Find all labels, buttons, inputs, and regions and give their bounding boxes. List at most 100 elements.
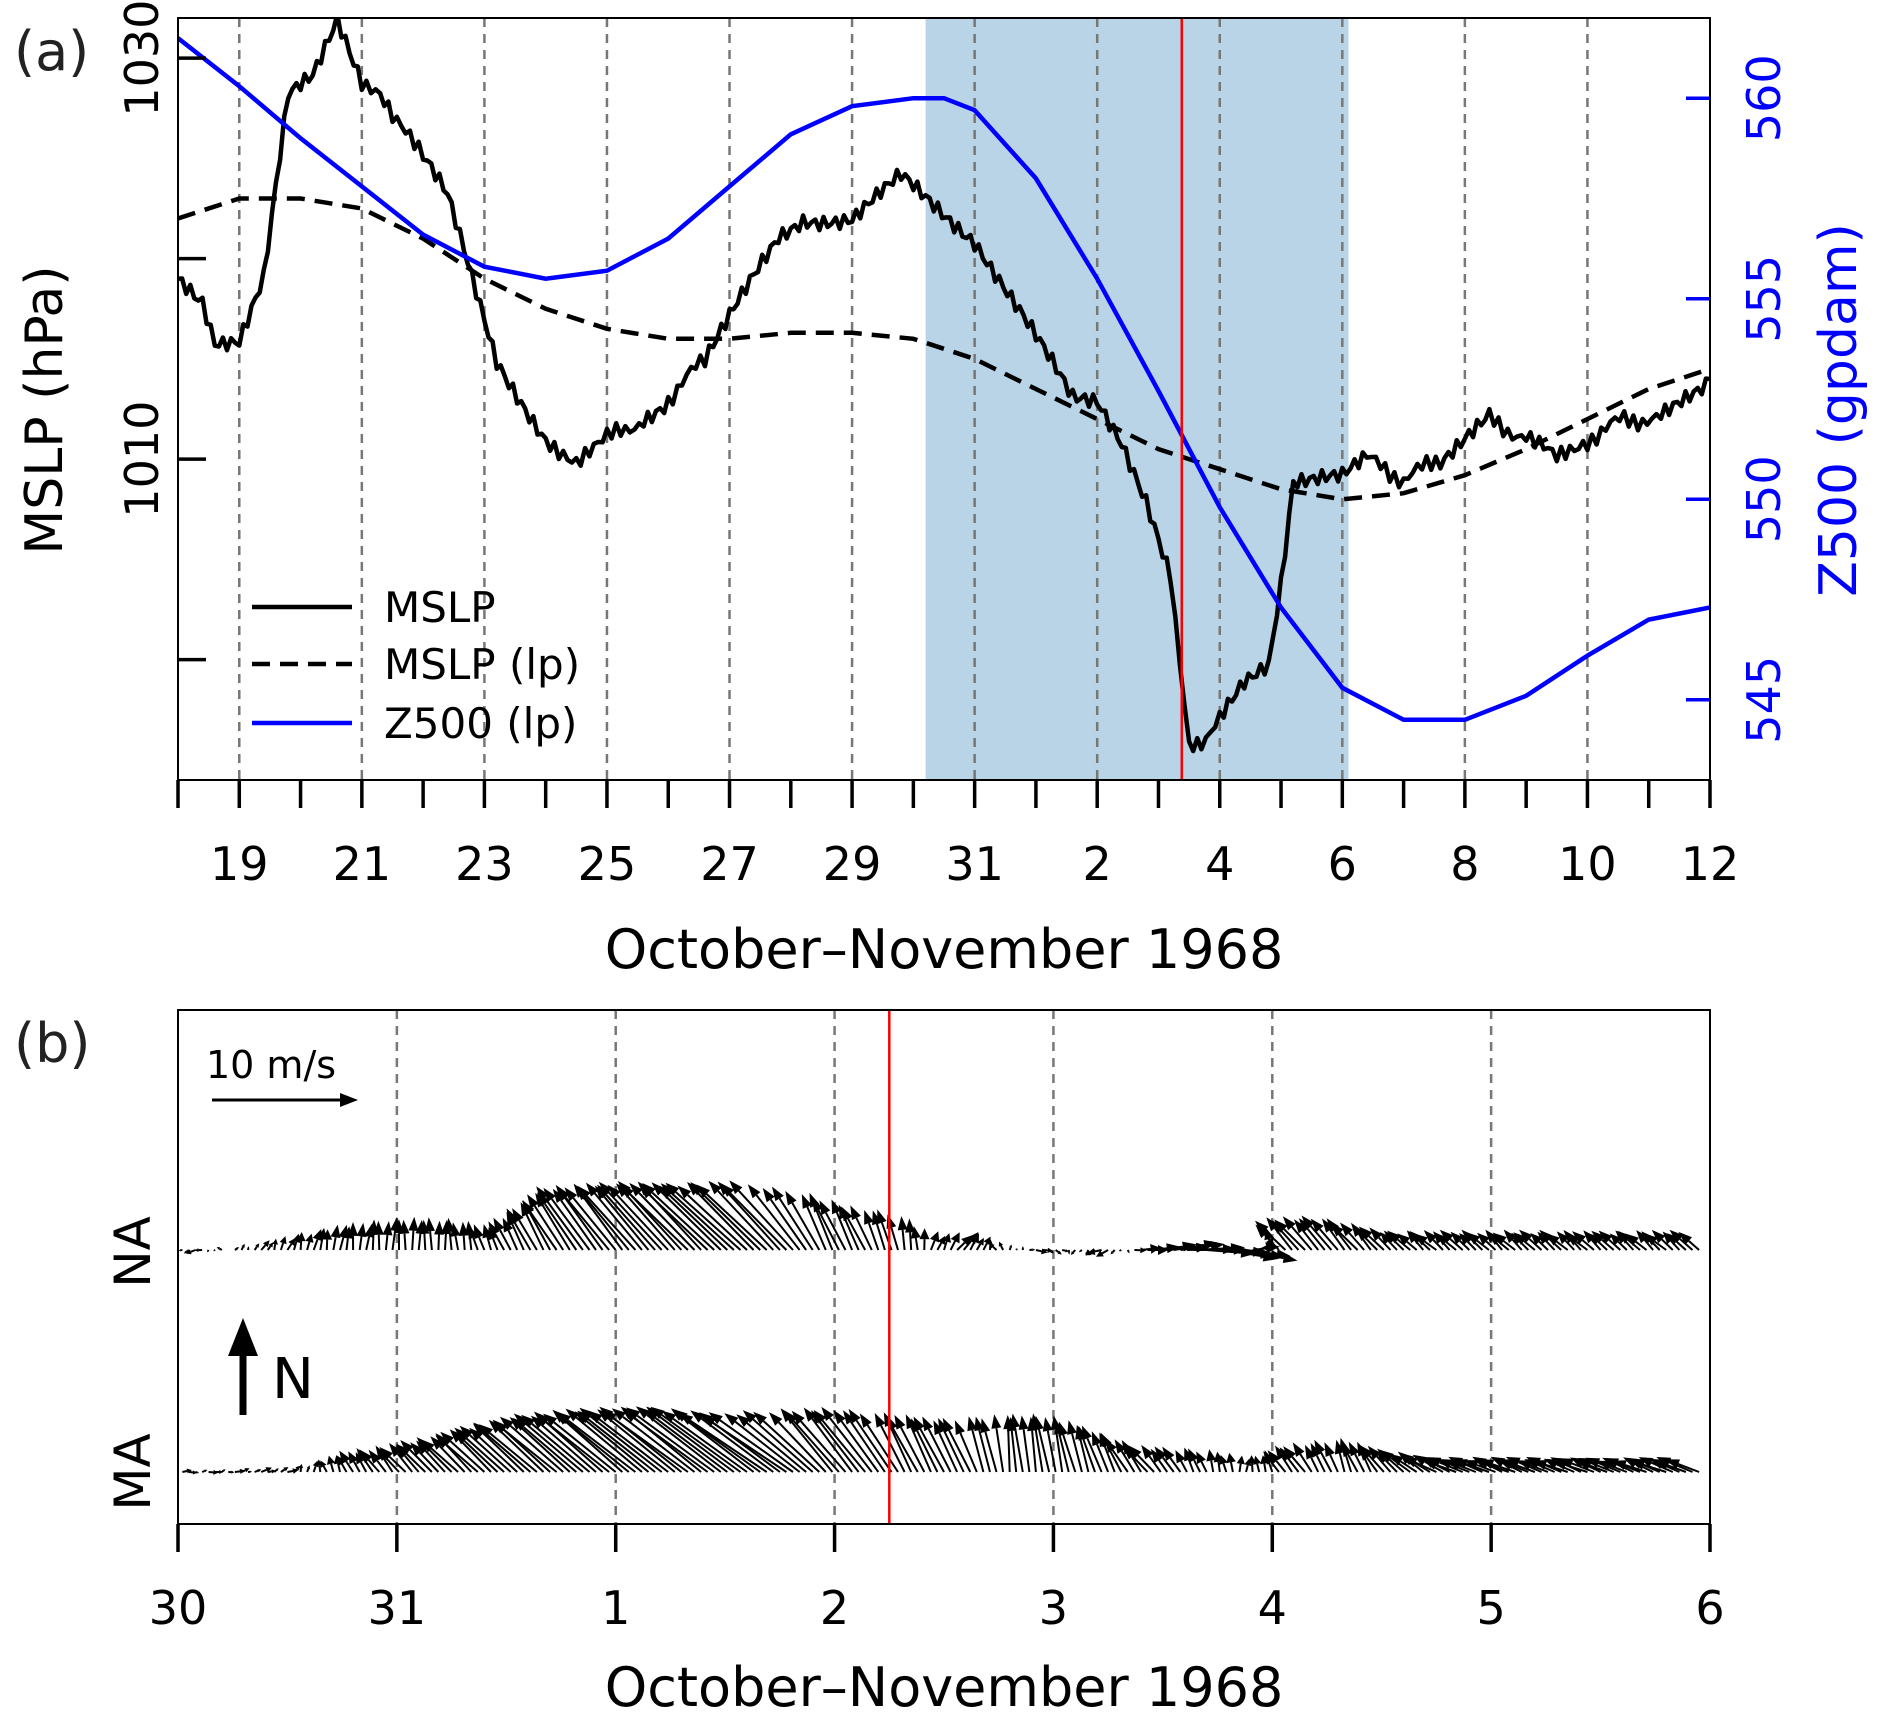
wind-vector-head xyxy=(639,1185,653,1199)
wind-vector xyxy=(1022,1429,1031,1473)
wind-vector-head xyxy=(1459,1233,1471,1245)
wind-vector xyxy=(696,1191,755,1251)
wind-vector xyxy=(607,1191,663,1251)
wind-vector xyxy=(1354,1453,1366,1473)
wind-vector xyxy=(339,1237,345,1251)
wind-vector-head xyxy=(535,1413,550,1426)
wind-vector xyxy=(519,1425,571,1473)
wind-vector xyxy=(507,1229,519,1251)
wind-vector-head xyxy=(1359,1445,1373,1459)
wind-vector-head xyxy=(611,1408,626,1421)
wind-vector-head xyxy=(1283,1446,1296,1460)
wind-vector-head xyxy=(1461,1229,1475,1243)
wind-vector xyxy=(1364,1236,1379,1251)
wind-vector-head xyxy=(850,1205,861,1221)
wind-vector-head xyxy=(356,1222,367,1238)
wind-vector xyxy=(654,1417,728,1473)
wind-vector-head xyxy=(967,1416,978,1432)
wind-vector-head xyxy=(389,1443,402,1457)
wind-vector xyxy=(978,1429,991,1473)
wind-vector-head xyxy=(247,1246,250,1249)
north-label: N xyxy=(272,1347,314,1412)
wind-vector-head xyxy=(399,1219,410,1234)
wind-vector-head xyxy=(1426,1457,1442,1467)
wind-vector-head xyxy=(950,1232,960,1244)
wind-vector-head xyxy=(1324,1442,1335,1457)
wind-vector-head xyxy=(521,1414,536,1428)
wind-vector xyxy=(1079,1438,1090,1473)
wind-vector-head xyxy=(720,1183,735,1197)
wind-vector-head xyxy=(942,1233,951,1243)
wind-vector-head xyxy=(1162,1446,1175,1461)
wind-vector-head xyxy=(803,1407,817,1422)
wind-vector xyxy=(616,1194,669,1251)
wind-vector xyxy=(1162,1456,1175,1473)
wind-vector-head xyxy=(1010,1413,1020,1429)
wind-vector xyxy=(1086,1438,1103,1473)
wind-vector xyxy=(840,1420,880,1473)
wind-vector-head xyxy=(1492,1232,1507,1245)
wind-vector-head xyxy=(660,1183,675,1197)
wind-vector xyxy=(280,1468,286,1473)
wind-vector-head xyxy=(219,1470,224,1474)
wind-vector xyxy=(584,1419,650,1473)
wind-vector xyxy=(1283,1228,1306,1251)
wind-vector-head xyxy=(1021,1246,1024,1249)
wind-vector xyxy=(403,1454,420,1473)
wind-vector-head xyxy=(1341,1442,1353,1458)
wind-vector-head xyxy=(1413,1233,1428,1246)
wind-vector xyxy=(672,1417,748,1473)
wind-vector xyxy=(777,1421,827,1473)
wind-vector xyxy=(1366,1457,1379,1473)
wind-vector-head xyxy=(420,1439,435,1453)
wind-vector-head xyxy=(1078,1250,1081,1253)
wind-vector xyxy=(449,1440,486,1473)
wind-vector xyxy=(1079,1249,1083,1252)
x-tick-label: 8 xyxy=(1450,837,1479,891)
wind-vector-head xyxy=(194,1248,199,1252)
wind-vector-head xyxy=(1294,1219,1307,1234)
wind-vector xyxy=(279,1242,285,1251)
wind-vector xyxy=(605,1194,656,1251)
wind-vector-head xyxy=(929,1231,940,1243)
wind-vector xyxy=(1131,1455,1149,1473)
wind-vector xyxy=(565,1197,610,1251)
wind-vector xyxy=(1347,1454,1359,1473)
wind-vector-head xyxy=(1609,1233,1622,1246)
wind-vector xyxy=(503,1429,558,1473)
wind-vector xyxy=(522,1426,577,1473)
wind-vector xyxy=(948,1429,972,1473)
wind-vector-head xyxy=(1330,1223,1344,1237)
wind-vector-head xyxy=(769,1412,783,1426)
wind-vector xyxy=(762,1420,820,1473)
wind-vector-head xyxy=(382,1221,393,1236)
wind-vector xyxy=(403,1233,407,1251)
wind-vector-head xyxy=(874,1413,886,1428)
wind-vector-head xyxy=(435,1435,450,1449)
wind-vector-head xyxy=(1206,1449,1217,1462)
wind-vector xyxy=(472,1237,479,1251)
wind-vector-head xyxy=(607,1184,621,1199)
wind-vector xyxy=(1111,1449,1129,1473)
wind-vector-head xyxy=(942,1417,954,1433)
wind-vector-head xyxy=(724,1413,739,1426)
wind-vector xyxy=(681,1416,755,1473)
wind-vector-head xyxy=(479,1424,493,1437)
wind-vector xyxy=(1476,1239,1490,1251)
wind-vector-head xyxy=(1110,1251,1114,1255)
wind-vector xyxy=(755,1194,801,1251)
wind-vector-head xyxy=(1127,1251,1130,1254)
left-axis-ticks: 1010 1030 xyxy=(115,0,206,662)
wind-vector xyxy=(1424,1240,1437,1251)
wind-vector xyxy=(636,1414,715,1473)
wind-vector xyxy=(492,1238,499,1251)
wind-vector-head xyxy=(651,1182,665,1196)
legend-entry-z500-lp: Z500 (lp) xyxy=(384,699,577,748)
wind-vector xyxy=(1627,1239,1641,1251)
wind-vector xyxy=(1038,1429,1051,1473)
wind-vector xyxy=(1034,1427,1044,1473)
wind-vector xyxy=(544,1203,578,1251)
wind-vector xyxy=(875,1223,886,1251)
wind-vector-head xyxy=(552,1188,565,1203)
wind-vector xyxy=(241,1469,246,1473)
